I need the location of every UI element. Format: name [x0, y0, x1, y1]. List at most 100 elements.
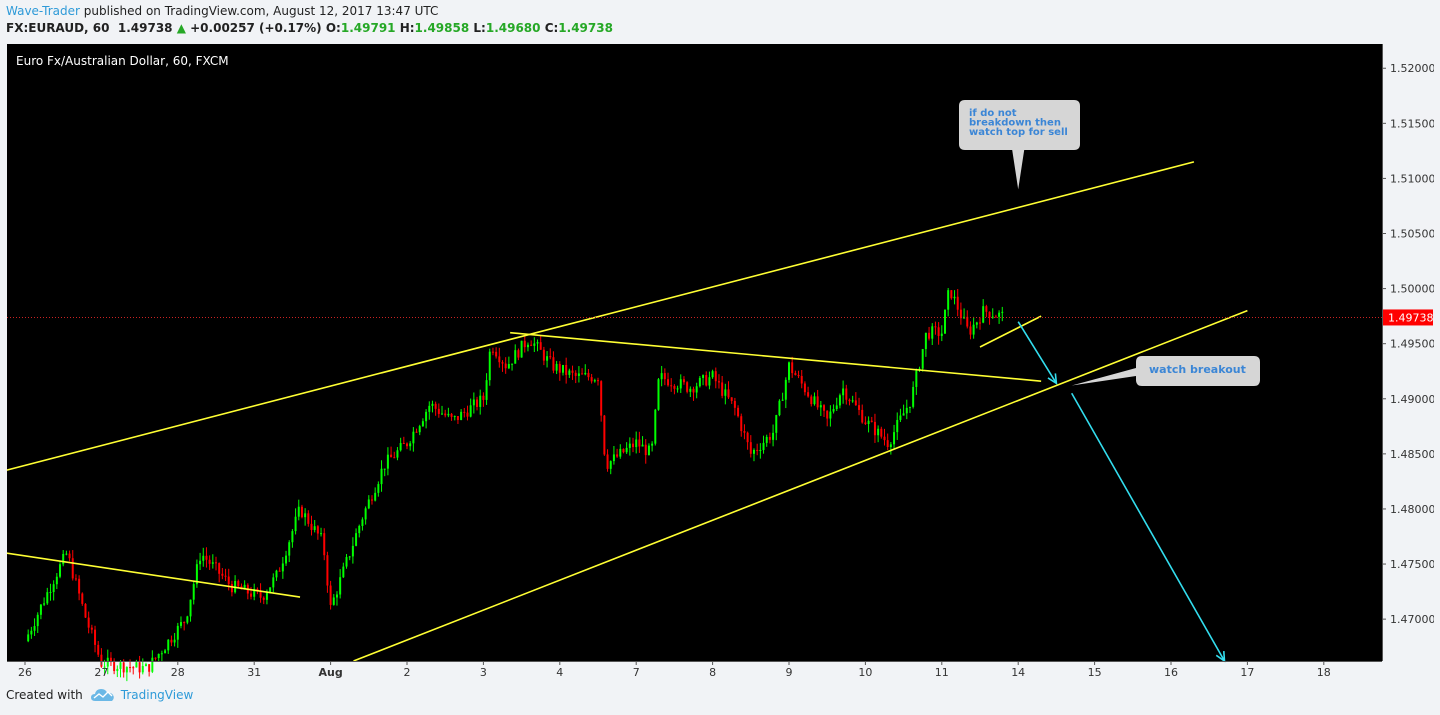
candle-body: [383, 468, 386, 470]
price-tick-label: 1.49500: [1390, 338, 1434, 351]
trendline[interactable]: [510, 331, 1042, 382]
candle-body: [558, 363, 561, 373]
candle-body: [708, 377, 711, 386]
candle-body: [288, 542, 291, 556]
candle-body: [380, 468, 383, 485]
candle-body: [189, 599, 192, 617]
candle-body: [969, 326, 972, 335]
candle-body: [724, 389, 727, 396]
last-price: 1.49738: [117, 21, 173, 35]
author-link[interactable]: Wave-Trader: [6, 4, 80, 18]
candle-body: [546, 356, 549, 361]
trendline[interactable]: [979, 315, 1042, 348]
candle-body: [571, 370, 574, 373]
chart-title: Euro Fx/Australian Dollar, 60, FXCM: [16, 54, 229, 68]
candle-body: [157, 653, 160, 659]
candle-body: [565, 364, 568, 375]
candle-body: [332, 597, 335, 605]
candle-body: [628, 443, 631, 448]
candle-body: [670, 385, 673, 387]
candle-body: [294, 516, 297, 532]
candle-body: [141, 666, 144, 673]
candle-body: [826, 410, 829, 419]
time-tick-label: 16: [1164, 666, 1178, 679]
candle-body: [488, 351, 491, 381]
candle-body: [647, 445, 650, 456]
candle-body: [600, 381, 603, 416]
candle-body: [272, 577, 275, 588]
candle-body: [530, 344, 533, 346]
candle-body: [759, 449, 762, 451]
candle-body: [116, 668, 119, 672]
candle-body: [148, 664, 151, 672]
candle-body: [940, 333, 943, 336]
candle-body: [549, 356, 552, 358]
candle-body: [730, 397, 733, 401]
candle-body: [278, 570, 281, 572]
candle-body: [905, 407, 908, 414]
candle-body: [253, 588, 256, 597]
chart-container[interactable]: Euro Fx/Australian Dollar, 60, FXCM if d…: [5, 44, 1436, 682]
candle-body: [297, 506, 300, 517]
candle-body: [479, 395, 482, 407]
time-axis[interactable]: 26 27 28 31 Aug 2 3 4 7 8 9 10 11 14 15 16 17 18: [7, 661, 1382, 679]
candle-body: [393, 457, 396, 459]
price-tick-label: 1.49000: [1390, 393, 1434, 406]
trendline[interactable]: [5, 161, 1195, 472]
trendline[interactable]: [353, 309, 1248, 662]
candle-body: [883, 436, 886, 441]
tradingview-brand[interactable]: TradingView: [120, 688, 194, 702]
candle-body: [285, 555, 288, 564]
candle-body: [323, 533, 326, 556]
callout-box[interactable]: [959, 100, 1080, 190]
candle-body: [230, 584, 233, 593]
candle-body: [151, 657, 154, 672]
candle-body: [752, 449, 755, 454]
price-chart[interactable]: Euro Fx/Australian Dollar, 60, FXCM if d…: [5, 44, 1436, 682]
trendline[interactable]: [5, 552, 301, 598]
created-with-text: Created with: [6, 688, 83, 702]
candle-body: [259, 591, 262, 598]
candle-body: [788, 362, 790, 380]
candle-body: [511, 363, 514, 365]
candle-body: [998, 312, 1001, 317]
candle-body: [275, 570, 278, 578]
candle-body: [81, 593, 84, 604]
candle-body: [711, 371, 714, 378]
candle-body: [106, 657, 109, 667]
last-price-tag-label: 1.49738: [1388, 311, 1434, 324]
candle-body: [606, 454, 609, 469]
arrow-line[interactable]: [1017, 321, 1058, 384]
candle-body: [803, 383, 806, 393]
candle-body: [119, 662, 122, 669]
candle-body: [218, 563, 221, 574]
candle-body: [775, 415, 778, 433]
candle-body: [880, 428, 883, 437]
callout-box[interactable]: [1071, 356, 1260, 386]
chart-header: Wave-Trader published on TradingView.com…: [6, 3, 613, 37]
price-axis[interactable]: 1.47000 1.47500 1.48000 1.48500 1.49000 1.495…: [7, 44, 1436, 661]
candle-body: [953, 296, 956, 299]
candle-body: [431, 403, 434, 406]
candle-body: [979, 322, 981, 324]
callout-text-line: if do not: [969, 108, 1017, 119]
candle-body: [552, 357, 555, 371]
candle-body: [313, 526, 316, 530]
candle-body: [797, 375, 800, 377]
candle-body: [950, 290, 953, 299]
candle-body: [994, 316, 997, 318]
arrow-line[interactable]: [1070, 392, 1226, 662]
candle-body: [577, 373, 580, 376]
candle-body: [291, 531, 294, 543]
candle-body: [364, 508, 367, 520]
published-text: published on TradingView.com, August 12,…: [79, 4, 439, 18]
candle-body: [845, 388, 848, 400]
candle-body: [52, 584, 55, 593]
candle-body: [441, 413, 444, 415]
candle-body: [208, 559, 211, 564]
candle-body: [896, 419, 899, 433]
candle-body: [202, 555, 205, 561]
time-tick-label: 15: [1088, 666, 1102, 679]
candle-body: [584, 372, 587, 375]
candle-body: [791, 362, 794, 374]
